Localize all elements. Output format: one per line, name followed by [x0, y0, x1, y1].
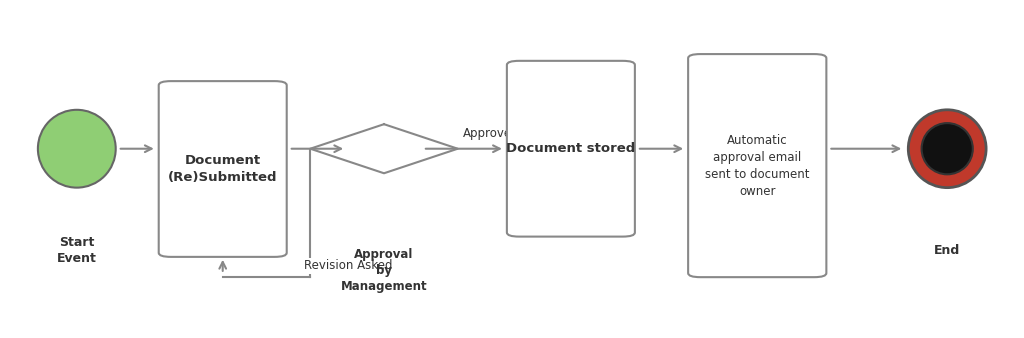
Ellipse shape	[922, 123, 973, 174]
FancyBboxPatch shape	[507, 61, 635, 237]
Text: Approval
by
Management: Approval by Management	[341, 248, 427, 293]
FancyBboxPatch shape	[159, 81, 287, 257]
Polygon shape	[310, 124, 458, 173]
FancyBboxPatch shape	[688, 54, 826, 277]
Text: Document stored: Document stored	[506, 142, 636, 155]
Ellipse shape	[908, 110, 986, 188]
Text: Revision Asked: Revision Asked	[304, 259, 392, 272]
Ellipse shape	[38, 110, 116, 188]
Text: Automatic
approval email
sent to document
owner: Automatic approval email sent to documen…	[705, 134, 810, 198]
Text: End: End	[934, 244, 961, 257]
Text: Document
(Re)Submitted: Document (Re)Submitted	[168, 154, 278, 184]
Text: Start
Event: Start Event	[57, 236, 96, 265]
Text: Approved: Approved	[463, 127, 519, 140]
